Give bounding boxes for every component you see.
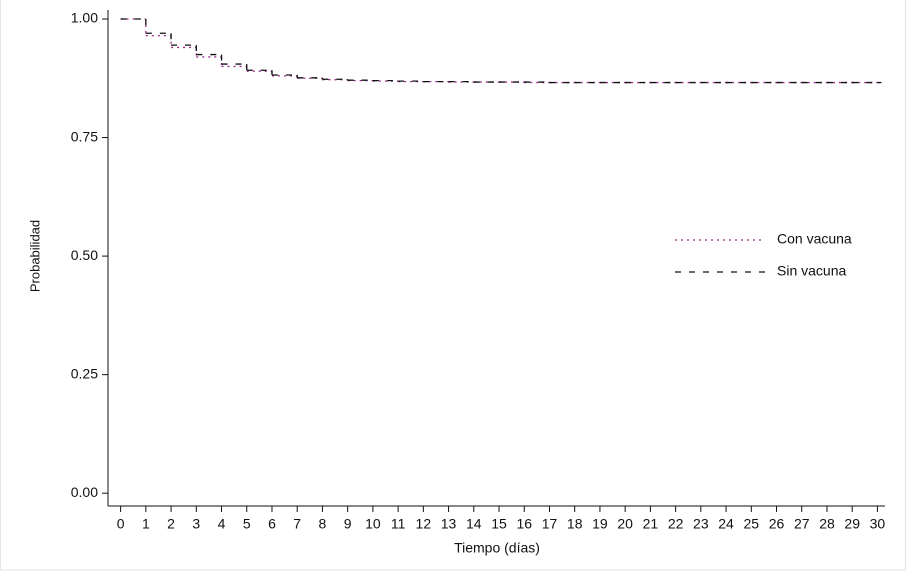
x-tick-label: 25 — [744, 516, 760, 532]
x-tick-label: 30 — [870, 516, 886, 532]
x-tick-label: 17 — [542, 516, 558, 532]
x-tick-label: 22 — [668, 516, 684, 532]
x-tick-label: 2 — [167, 516, 175, 532]
x-tick-label: 7 — [293, 516, 301, 532]
legend-label: Sin vacuna — [777, 263, 846, 279]
x-tick-label: 24 — [718, 516, 734, 532]
x-tick-label: 12 — [416, 516, 432, 532]
y-tick-label: 1.00 — [71, 10, 98, 26]
x-tick-label: 1 — [142, 516, 150, 532]
x-tick-label: 10 — [365, 516, 381, 532]
x-tick-label: 4 — [218, 516, 226, 532]
x-tick-label: 27 — [794, 516, 810, 532]
x-tick-label: 21 — [643, 516, 659, 532]
frame — [0, 0, 906, 571]
x-tick-label: 20 — [617, 516, 633, 532]
x-tick-label: 28 — [819, 516, 835, 532]
x-tick-label: 23 — [693, 516, 709, 532]
x-tick-label: 26 — [769, 516, 785, 532]
y-tick-label: 0.50 — [71, 247, 98, 263]
x-tick-label: 3 — [192, 516, 200, 532]
y-tick-label: 0.25 — [71, 365, 98, 381]
x-tick-label: 6 — [268, 516, 276, 532]
x-tick-label: 13 — [441, 516, 457, 532]
x-tick-label: 16 — [516, 516, 532, 532]
x-tick-label: 14 — [466, 516, 482, 532]
y-tick-label: 0.00 — [71, 484, 98, 500]
x-tick-label: 9 — [344, 516, 352, 532]
x-axis-label: Tiempo (días) — [454, 540, 540, 556]
x-tick-label: 19 — [592, 516, 608, 532]
x-tick-label: 0 — [117, 516, 125, 532]
legend-label: Con vacuna — [777, 231, 852, 247]
y-axis-label: Probabilidad — [27, 220, 42, 292]
x-tick-label: 5 — [243, 516, 251, 532]
x-tick-label: 18 — [567, 516, 583, 532]
y-tick-label: 0.75 — [71, 128, 98, 144]
x-tick-label: 11 — [391, 516, 406, 532]
x-tick-label: 8 — [319, 516, 327, 532]
x-tick-label: 29 — [844, 516, 860, 532]
x-tick-label: 15 — [491, 516, 507, 532]
